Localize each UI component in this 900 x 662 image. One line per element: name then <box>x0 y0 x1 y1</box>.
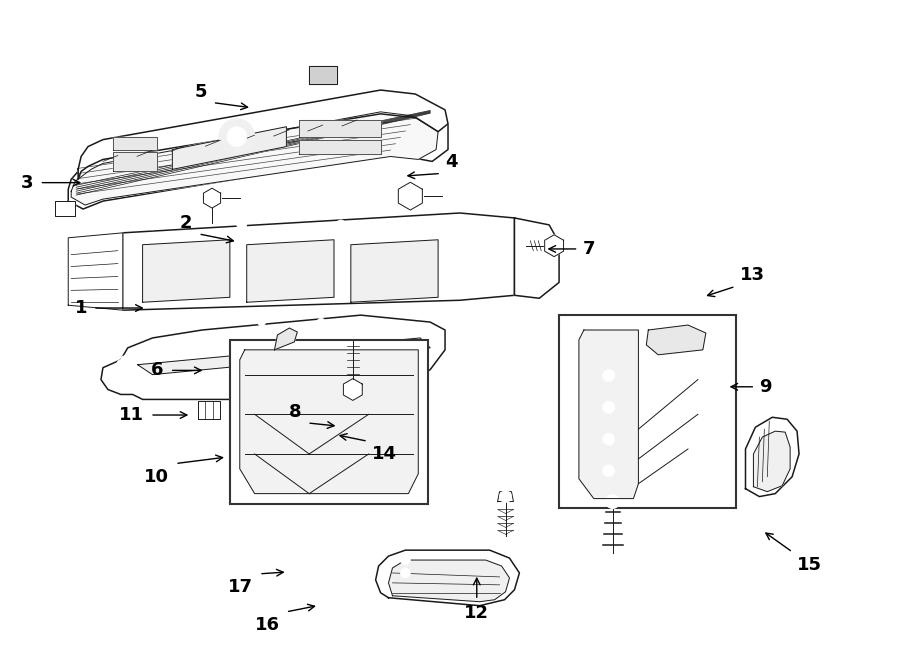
Circle shape <box>158 318 166 326</box>
Circle shape <box>529 261 539 271</box>
Circle shape <box>257 318 266 326</box>
Polygon shape <box>78 90 448 179</box>
Polygon shape <box>515 218 559 299</box>
Polygon shape <box>142 240 230 303</box>
Circle shape <box>317 318 325 326</box>
Polygon shape <box>745 417 799 496</box>
Circle shape <box>603 401 615 413</box>
Circle shape <box>356 524 381 548</box>
Circle shape <box>400 568 410 578</box>
Polygon shape <box>172 126 286 169</box>
Circle shape <box>117 359 125 367</box>
Polygon shape <box>101 315 445 399</box>
Circle shape <box>606 495 619 508</box>
Circle shape <box>112 363 121 371</box>
Text: 6: 6 <box>151 361 164 379</box>
Polygon shape <box>310 66 337 84</box>
Circle shape <box>529 244 539 254</box>
Circle shape <box>425 220 435 230</box>
Polygon shape <box>112 152 158 171</box>
Circle shape <box>529 277 539 287</box>
Circle shape <box>404 190 417 203</box>
Polygon shape <box>247 240 334 303</box>
Circle shape <box>348 385 357 395</box>
Bar <box>230 340 428 504</box>
Circle shape <box>219 118 255 154</box>
Text: 10: 10 <box>144 467 169 485</box>
Polygon shape <box>203 188 220 208</box>
Polygon shape <box>198 401 220 419</box>
Circle shape <box>109 367 117 375</box>
Polygon shape <box>753 431 790 492</box>
Text: 8: 8 <box>289 403 302 421</box>
Polygon shape <box>351 240 438 303</box>
Polygon shape <box>122 213 515 310</box>
Circle shape <box>121 355 129 363</box>
Polygon shape <box>544 235 563 257</box>
Text: 14: 14 <box>372 446 397 463</box>
Text: 16: 16 <box>255 616 280 634</box>
Circle shape <box>500 491 511 502</box>
Circle shape <box>603 433 615 445</box>
Text: 17: 17 <box>228 578 253 596</box>
Text: 5: 5 <box>194 83 207 101</box>
Polygon shape <box>389 560 509 602</box>
Text: 2: 2 <box>180 214 193 232</box>
Circle shape <box>603 369 615 381</box>
Text: 7: 7 <box>582 240 595 258</box>
Polygon shape <box>646 325 706 355</box>
Circle shape <box>549 241 559 251</box>
Circle shape <box>336 220 346 230</box>
Polygon shape <box>71 112 438 205</box>
Circle shape <box>208 318 216 326</box>
Polygon shape <box>274 328 297 350</box>
Polygon shape <box>68 106 448 209</box>
Text: 12: 12 <box>464 604 490 622</box>
Polygon shape <box>300 140 381 154</box>
Text: 11: 11 <box>119 406 144 424</box>
Polygon shape <box>112 136 158 150</box>
Circle shape <box>208 194 217 203</box>
Text: 1: 1 <box>75 299 87 317</box>
Text: 4: 4 <box>445 154 457 171</box>
Text: 15: 15 <box>796 556 822 574</box>
Polygon shape <box>344 379 363 401</box>
Polygon shape <box>55 201 76 216</box>
Polygon shape <box>399 182 422 210</box>
Text: 13: 13 <box>740 266 764 285</box>
Circle shape <box>227 126 247 146</box>
Polygon shape <box>68 233 122 310</box>
Circle shape <box>148 220 157 230</box>
Circle shape <box>346 375 364 393</box>
Circle shape <box>400 555 410 565</box>
Text: 9: 9 <box>760 378 771 396</box>
Polygon shape <box>300 120 381 136</box>
Bar <box>559 315 735 508</box>
Polygon shape <box>138 338 430 375</box>
Circle shape <box>603 465 615 477</box>
Polygon shape <box>498 492 514 502</box>
Text: 3: 3 <box>21 173 33 191</box>
Polygon shape <box>375 550 519 606</box>
Circle shape <box>403 359 427 383</box>
Circle shape <box>366 318 374 326</box>
Circle shape <box>237 220 247 230</box>
Polygon shape <box>579 330 638 498</box>
Polygon shape <box>239 350 418 494</box>
Circle shape <box>363 530 374 542</box>
